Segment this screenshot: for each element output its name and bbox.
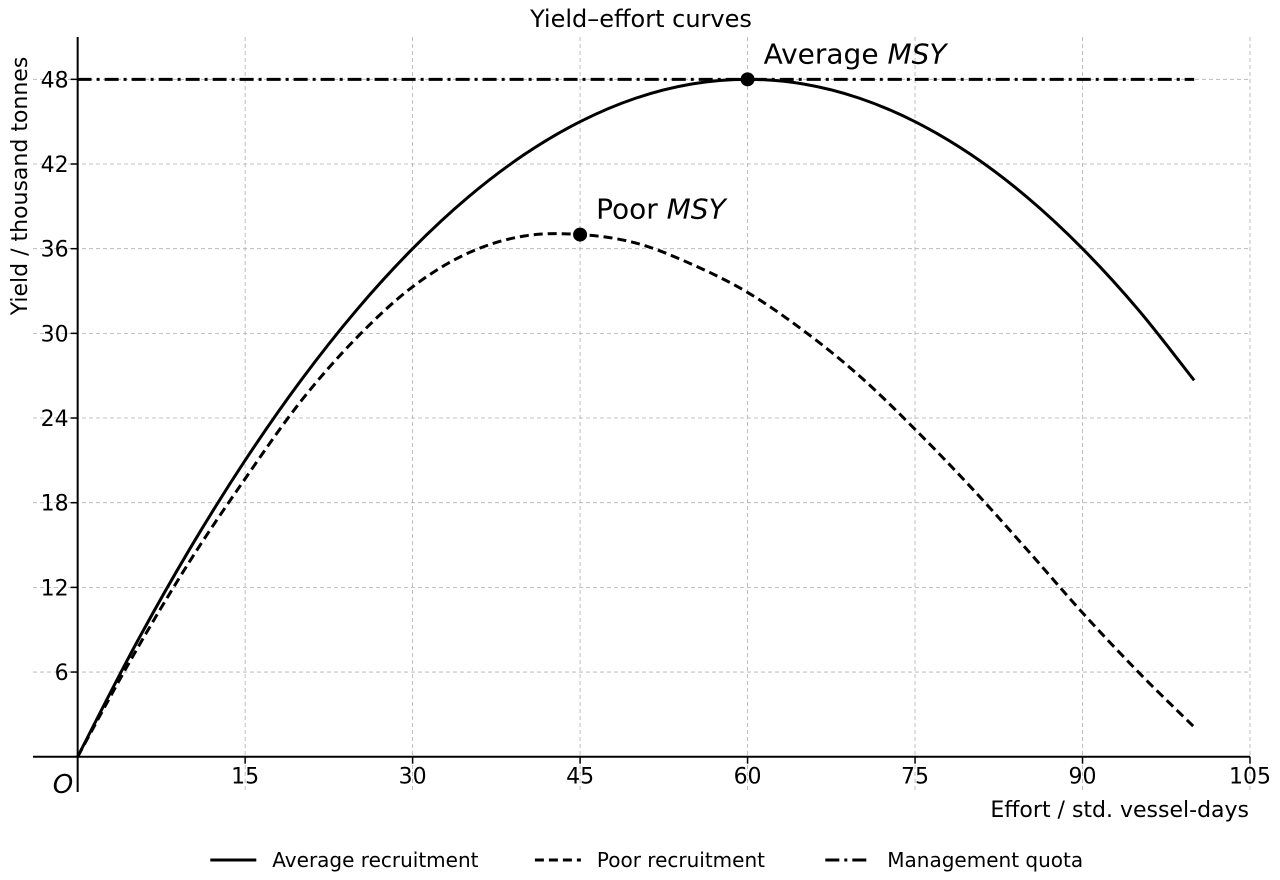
y-tick-label: 12 — [41, 576, 69, 601]
x-tick-label: 45 — [566, 765, 594, 790]
y-tick-label: 24 — [41, 407, 69, 432]
y-tick-label: 30 — [41, 322, 69, 347]
x-tick-label: 60 — [734, 765, 762, 790]
grid — [33, 37, 1251, 792]
legend-label-1: Poor recruitment — [597, 848, 765, 872]
y-axis-label: Yield / thousand tonnes — [8, 57, 33, 317]
y-tick-label: 42 — [41, 153, 69, 178]
x-tick-label: 30 — [399, 765, 427, 790]
y-tick-label: 18 — [41, 492, 69, 517]
x-tick-label: 90 — [1069, 765, 1097, 790]
axes — [33, 37, 1251, 792]
msy-label-1: Poor MSY — [596, 193, 727, 226]
msy-point-1 — [573, 227, 588, 242]
msy-label-0: Average MSY — [764, 37, 949, 70]
y-tick-label: 6 — [55, 661, 69, 686]
annotations: Average MSY Poor MSY — [573, 37, 949, 242]
series-layer — [76, 77, 1196, 758]
series-line-average-recruitment — [76, 77, 1196, 758]
legend-label-0: Average recruitment — [272, 848, 478, 872]
tick-labels: 15 30 45 60 75 90 105 6 12 18 24 30 36 42 48 — [41, 68, 1271, 789]
x-axis-label: Effort / std. vessel-days — [990, 798, 1249, 823]
x-tick-label: 75 — [901, 765, 929, 790]
legend-label-2: Management quota — [887, 848, 1083, 872]
x-tick-label: 105 — [1229, 765, 1271, 790]
y-tick-label: 36 — [41, 238, 69, 263]
origin-label: O — [53, 770, 73, 800]
msy-point-0 — [740, 72, 755, 87]
x-tick-label: 15 — [231, 765, 259, 790]
y-tick-label: 48 — [41, 68, 69, 93]
legend: Average recruitment Poor recruitment Manag… — [210, 848, 1083, 872]
series-line-poor-recruitment — [76, 232, 1196, 758]
chart-title: Yield–effort curves — [529, 5, 752, 33]
